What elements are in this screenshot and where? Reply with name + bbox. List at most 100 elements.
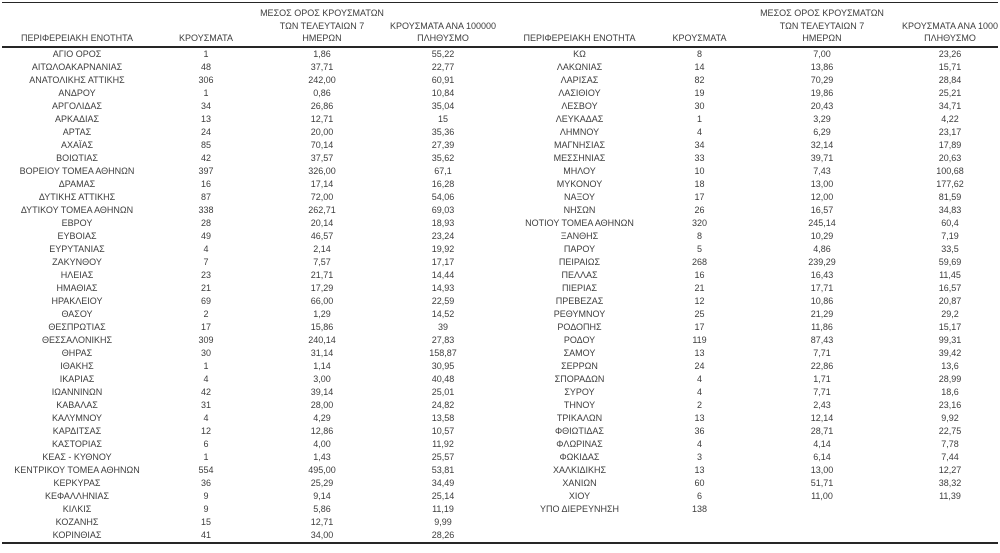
table-row: ΘΑΣΟΥ 2 1,29 14,52 ΡΕΘΥΜΝΟΥ 25 21,29 29,2	[2, 308, 998, 321]
region-cell-right: ΡΟΔΟΠΗΣ	[557, 321, 602, 332]
cases-cell-left: 1	[203, 87, 209, 98]
per100k-cell-right: 22,75	[938, 425, 962, 436]
avg7-cell-left: 1,86	[313, 48, 331, 59]
per100k-cell-right: 12,27	[938, 464, 962, 475]
header-region-left: ΠΕΡΙΦΕΡΕΙΑΚΗ ΕΝΟΤΗΤΑ	[2, 2, 152, 48]
cases-cell-left: 85	[200, 139, 211, 150]
per100k-cell-right: 60,4	[941, 217, 959, 228]
avg7-cell-left: 7,57	[313, 256, 331, 267]
table-row: ΕΒΡΟΥ 28 20,14 18,93 ΝΟΤΙΟΥ ΤΟΜΕΑ ΑΘΗΝΩΝ 320 2…	[2, 217, 998, 230]
cases-cell-right: 8	[696, 48, 702, 59]
cases-cell-right: 14	[694, 61, 705, 72]
avg7-cell-left: 2,14	[313, 243, 331, 254]
avg7-cell-right: 13,00	[810, 178, 834, 189]
cases-cell-right: 17	[694, 191, 705, 202]
table-row: ΚΟΡΙΝΘΙΑΣ 41 34,00 28,26	[2, 529, 998, 543]
per100k-cell-right	[902, 516, 998, 529]
avg7-cell-left: 12,86	[310, 425, 334, 436]
cases-cell-right: 36	[694, 425, 705, 436]
region-cell-left: ΙΘΑΚΗΣ	[60, 360, 94, 371]
region-cell-left: ΚΑΛΥΜΝΟΥ	[51, 412, 103, 423]
avg7-cell-right: 13,00	[810, 464, 834, 475]
table-row: ΘΕΣΣΑΛΟΝΙΚΗΣ 309 240,14 27,83 ΡΟΔΟΥ 119 87,43 9…	[2, 334, 998, 347]
region-cell-right: ΠΕΛΛΑΣ	[561, 269, 598, 280]
region-cell-left: ΘΗΡΑΣ	[61, 347, 93, 358]
table-row: ΚΟΖΑΝΗΣ 15 12,71 9,99	[2, 516, 998, 529]
cases-cell-right: 60	[694, 477, 705, 488]
cases-cell-right: 24	[694, 360, 705, 371]
avg7-cell-left: 17,14	[310, 178, 334, 189]
cases-cell-left: 2	[203, 308, 209, 319]
cases-cell-left: 17	[200, 321, 211, 332]
table-row: ΙΩΑΝΝΙΝΩΝ 42 39,14 25,01 ΣΥΡΟΥ 4 7,71 18,6	[2, 386, 998, 399]
region-cell-left: ΘΑΣΟΥ	[61, 308, 93, 319]
cases-cell-right: 12	[694, 295, 705, 306]
avg7-cell-left: 1,29	[313, 308, 331, 319]
cases-cell-left: 554	[198, 464, 214, 475]
avg7-cell-right: 12,14	[810, 412, 834, 423]
cases-cell-left: 48	[200, 61, 211, 72]
region-cell-right: ΧΑΛΚΙΔΙΚΗΣ	[552, 464, 607, 475]
cases-cell-left: 34	[200, 100, 211, 111]
cases-cell-right: 34	[694, 139, 705, 150]
cases-cell-right: 268	[691, 256, 708, 267]
region-cell-left: ΑΓΙΟ ΟΡΟΣ	[52, 48, 102, 59]
avg7-cell-right: 7,71	[813, 347, 831, 358]
per100k-cell-right: 34,71	[938, 100, 962, 111]
cases-cell-left: 23	[200, 269, 211, 280]
cases-cell-right: 4	[696, 126, 702, 137]
cases-cell-left: 1	[203, 48, 209, 59]
per100k-cell-left: 69,03	[431, 204, 455, 215]
per100k-cell-left: 11,19	[432, 503, 454, 514]
avg7-cell-right: 87,43	[810, 334, 834, 345]
cases-cell-left: 4	[203, 373, 209, 384]
per100k-cell-left: 25,14	[431, 490, 455, 501]
avg7-cell-right: 11,00	[811, 490, 833, 501]
region-cell-right: ΣΠΟΡΑΔΩΝ	[554, 373, 605, 384]
avg7-cell-right: 16,57	[810, 204, 834, 215]
table-row: ΖΑΚΥΝΘΟΥ 7 7,57 17,17 ΠΕΙΡΑΙΩΣ 268 239,29 59,69	[2, 256, 998, 269]
per100k-cell-left: 14,44	[431, 269, 455, 280]
per100k-cell-left: 9,99	[434, 516, 452, 527]
cases-cell-left: 87	[200, 191, 211, 202]
header-per100k-left-line2: ΠΛΗΘΥΣΜΟ	[417, 33, 469, 43]
avg7-cell-left: 12,71	[310, 516, 334, 527]
avg7-cell-left: 1,43	[313, 451, 331, 462]
per100k-cell-left: 22,59	[431, 295, 455, 306]
avg7-cell-right: 19,86	[810, 87, 834, 98]
table-row: ΘΕΣΠΡΩΤΙΑΣ 17 15,86 39 ΡΟΔΟΠΗΣ 17 11,86 15,17	[2, 321, 998, 334]
region-cell-left: ΔΥΤΙΚΟΥ ΤΟΜΕΑ ΑΘΗΝΩΝ	[20, 204, 134, 215]
table-row: ΑΡΤΑΣ 24 20,00 35,36 ΛΗΜΝΟΥ 4 6,29 23,17	[2, 126, 998, 139]
table-row: ΚΕΦΑΛΛΗΝΙΑΣ 9 9,14 25,14 ΧΙΟΥ 6 11,00 11,39	[2, 490, 998, 503]
per100k-cell-left: 15	[437, 113, 448, 124]
region-cell-left: ΔΥΤΙΚΗΣ ΑΤΤΙΚΗΣ	[38, 191, 116, 202]
avg7-cell-left: 34,00	[310, 529, 334, 540]
cases-cell-left: 9	[203, 490, 209, 501]
cases-cell-right	[657, 529, 742, 543]
avg7-cell-right: 13,86	[810, 61, 834, 72]
header-row: ΠΕΡΙΦΕΡΕΙΑΚΗ ΕΝΟΤΗΤΑ ΚΡΟΥΣΜΑΤΑ ΜΕΣΟΣ ΟΡΟ…	[2, 2, 998, 48]
avg7-cell-right	[742, 516, 902, 529]
avg7-cell-left: 0,86	[313, 87, 331, 98]
per100k-cell-left: 17,17	[431, 256, 455, 267]
cases-cell-right: 18	[694, 178, 705, 189]
header-avg7-left: ΜΕΣΟΣ ΟΡΟΣ ΚΡΟΥΣΜΑΤΩΝ ΤΩΝ ΤΕΛΕΥΤΑΙΩΝ 7 Η…	[260, 2, 384, 48]
cases-cell-right: 138	[691, 503, 708, 514]
per100k-cell-left: 13,58	[431, 412, 455, 423]
region-cell-right: ΛΑΡΙΣΑΣ	[560, 74, 599, 85]
header-avg7-left-line1: ΜΕΣΟΣ ΟΡΟΣ ΚΡΟΥΣΜΑΤΩΝ	[260, 8, 384, 18]
region-cell-left: ΒΟΙΩΤΙΑΣ	[56, 152, 98, 163]
region-cell-right: ΦΛΩΡΙΝΑΣ	[556, 438, 603, 449]
per100k-cell-right: 34,83	[938, 204, 962, 215]
region-cell-left: ΙΚΑΡΙΑΣ	[59, 373, 95, 384]
cases-cell-right: 17	[694, 321, 705, 332]
region-cell-right: ΠΑΡΟΥ	[563, 243, 596, 254]
region-cell-right: ΛΑΣΙΘΙΟΥ	[558, 87, 601, 98]
cases-cell-left: 49	[200, 230, 211, 241]
region-cell-left: ΚΑΡΔΙΤΣΑΣ	[52, 425, 102, 436]
region-cell-left: ΑΝΑΤΟΛΙΚΗΣ ΑΤΤΙΚΗΣ	[29, 74, 125, 85]
avg7-cell-right: 3,29	[813, 113, 831, 124]
avg7-cell-right: 12,00	[810, 191, 834, 202]
per100k-cell-left: 158,87	[429, 347, 457, 358]
